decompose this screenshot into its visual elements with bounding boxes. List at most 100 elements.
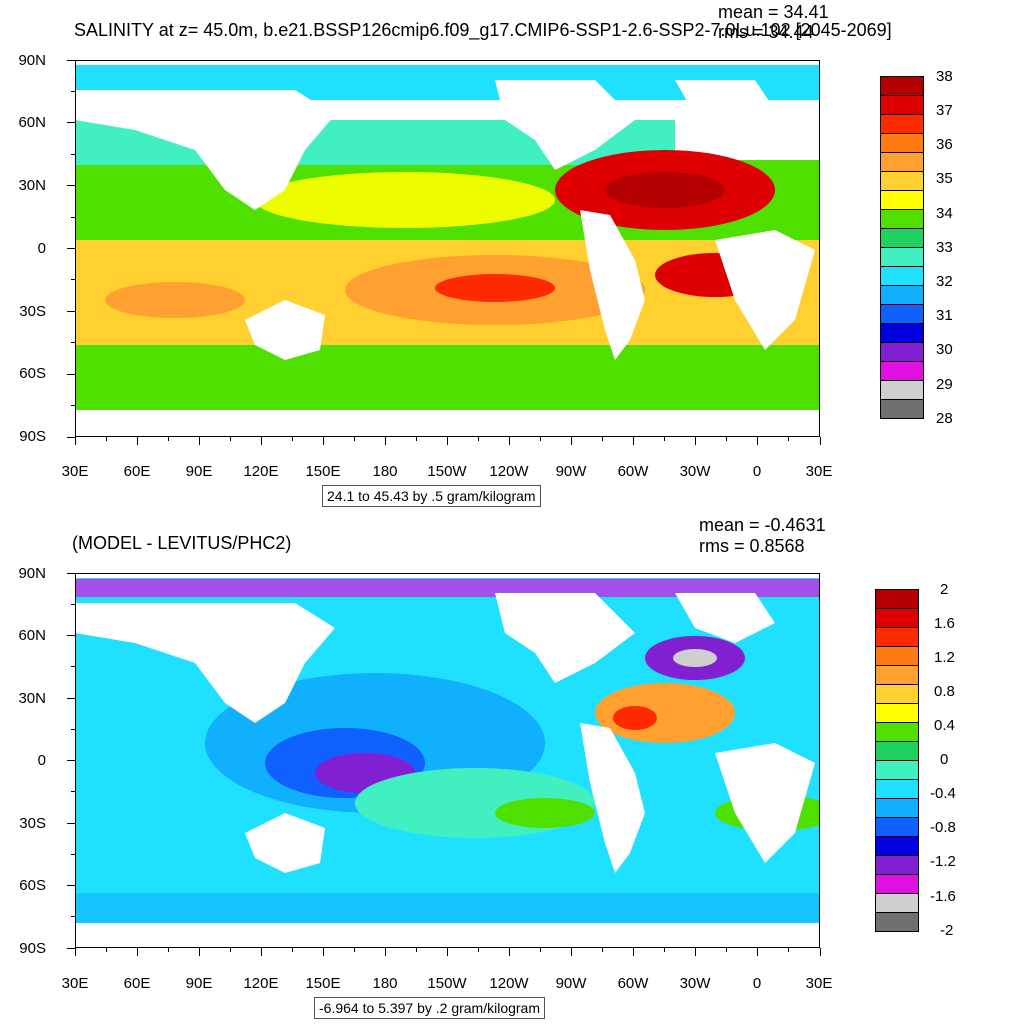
panel1-mean: mean = 34.41 [718, 2, 829, 22]
panel1-lat-label: 60S [19, 365, 46, 382]
colorbar-cell [875, 779, 919, 799]
axis-tick [540, 437, 542, 441]
colorbar-cell [875, 855, 919, 875]
axis-tick [67, 185, 75, 187]
panel2-colorbar-label: 0 [940, 751, 949, 768]
colorbar-cell [875, 836, 919, 856]
colorbar-cell [880, 209, 924, 229]
axis-tick [105, 948, 107, 952]
axis-tick [819, 948, 821, 956]
panel2-colorbar-label: 0.4 [934, 717, 955, 734]
axis-tick [664, 948, 666, 952]
colorbar-cell [880, 114, 924, 134]
axis-tick [788, 948, 790, 952]
panel1-lon-label: 120W [489, 463, 529, 480]
colorbar-cell [880, 304, 924, 324]
colorbar-cell [875, 817, 919, 837]
axis-tick [67, 59, 75, 61]
panel1-colorbar-label: 37 [936, 102, 953, 119]
colorbar-cell [875, 741, 919, 761]
panel1-lat-label: 30N [18, 177, 46, 194]
panel1-colorbar-label: 31 [936, 307, 953, 324]
colorbar-cell [880, 247, 924, 267]
axis-tick [67, 572, 75, 574]
axis-tick [415, 437, 417, 441]
colorbar-cell [880, 361, 924, 381]
axis-tick [415, 948, 417, 952]
panel1-lon-label: 0 [752, 463, 762, 480]
axis-tick [571, 948, 573, 956]
colorbar-cell [875, 893, 919, 913]
panel2-frame [75, 573, 820, 948]
axis-tick [819, 437, 821, 445]
axis-tick [229, 437, 231, 441]
axis-tick [67, 885, 75, 886]
colorbar-cell [875, 722, 919, 742]
panel2-lon-label: 180 [372, 975, 398, 992]
axis-tick [71, 405, 75, 407]
panel1-lat-label: 60N [18, 114, 46, 131]
panel1-colorbar-label: 33 [936, 239, 953, 256]
axis-tick [71, 279, 75, 281]
panel2-map-svg [75, 573, 820, 948]
panel2-colorbar-label: 1.2 [934, 649, 955, 666]
axis-tick [447, 948, 448, 956]
panel1-lon-label: 150W [427, 463, 467, 480]
panel1-colorbar-label: 34 [936, 205, 953, 222]
panel1-contour-info: 24.1 to 45.43 by .5 gram/kilogram [322, 485, 541, 507]
panel1-colorbar-label: 30 [936, 341, 953, 358]
panel1-lon-label: 60E [123, 463, 151, 480]
colorbar-cell [880, 190, 924, 210]
axis-tick [478, 948, 480, 952]
axis-tick [540, 948, 542, 952]
panel2-lon-label: 60E [123, 975, 151, 992]
axis-tick [353, 437, 355, 441]
panel2-lon-label: 90W [555, 975, 587, 992]
axis-tick [67, 947, 75, 949]
axis-tick [105, 437, 107, 441]
axis-tick [602, 948, 604, 952]
panel1-rms: rms = 34.44 [718, 22, 814, 42]
axis-tick [67, 697, 75, 699]
axis-tick [726, 948, 728, 952]
panel2-colorbar-label: -0.8 [930, 819, 956, 836]
panel1-colorbar [880, 76, 924, 419]
panel2-lat-label: 60S [19, 877, 46, 894]
panel2-title: (MODEL - LEVITUS/PHC2) [72, 533, 292, 553]
colorbar-cell [880, 323, 924, 343]
panel2-lon-label: 150W [427, 975, 467, 992]
colorbar-cell [880, 266, 924, 286]
axis-tick [71, 791, 75, 793]
panel2-colorbar-label: -1.2 [930, 853, 956, 870]
colorbar-cell [880, 95, 924, 115]
panel1-lon-label: 120E [243, 463, 279, 480]
panel1-lat-label: 0 [37, 240, 46, 257]
axis-tick [71, 666, 75, 668]
axis-tick [695, 437, 697, 445]
axis-tick [509, 437, 511, 445]
panel2-lat-label: 90N [18, 565, 46, 582]
panel1-lon-label: 60W [617, 463, 649, 480]
panel2-lat-label: 90S [19, 940, 46, 957]
axis-tick [757, 948, 759, 956]
panel1-lon-label: 30E [61, 463, 89, 480]
panel2-lat-label: 0 [37, 752, 46, 769]
panel2-rms: rms = 0.8568 [699, 536, 805, 556]
panel2-lon-label: 0 [752, 975, 762, 992]
panel2-lon-label: 30E [805, 975, 833, 992]
axis-tick [788, 437, 790, 441]
colorbar-cell [875, 798, 919, 818]
panel2-contour-info: -6.964 to 5.397 by .2 gram/kilogram [314, 997, 546, 1019]
axis-tick [478, 437, 480, 441]
colorbar-cell [875, 589, 919, 609]
colorbar-cell [880, 380, 924, 400]
panel1-colorbar-label: 32 [936, 273, 953, 290]
axis-tick [136, 948, 138, 956]
panel1-lat-label: 30S [19, 303, 46, 320]
panel2-lat-label: 30N [18, 690, 46, 707]
panel1-lon-label: 150E [305, 463, 341, 480]
panel1-map [75, 60, 820, 437]
axis-tick [167, 437, 169, 441]
panel1-colorbar-label: 38 [936, 68, 953, 85]
axis-tick [571, 437, 573, 445]
